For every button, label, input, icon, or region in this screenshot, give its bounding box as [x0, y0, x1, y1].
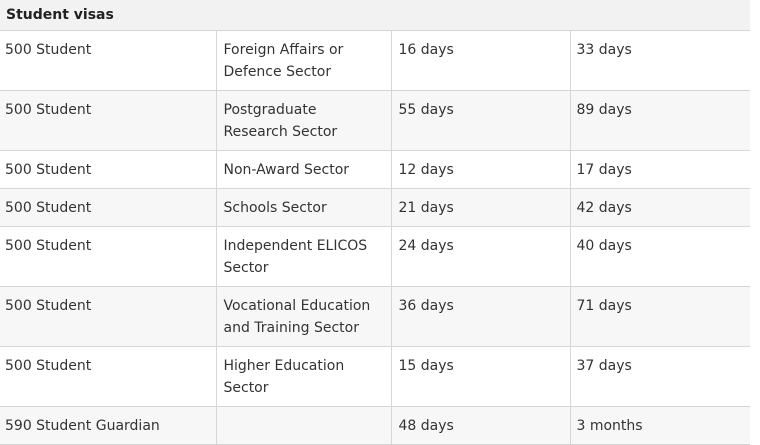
processing-time-90-cell: 37 days — [569, 346, 751, 407]
sector-cell: Vocational Education and Training Sector — [215, 286, 391, 347]
processing-time-75-cell: 48 days — [390, 406, 570, 445]
sector-cell: Independent ELICOS Sector — [215, 226, 391, 287]
table-row: 500 Student Vocational Education and Trai… — [0, 286, 751, 347]
table-row: 500 Student Schools Sector 21 days 42 days — [0, 188, 751, 227]
table-body: 500 Student Foreign Affairs or Defence Se… — [0, 30, 751, 445]
visa-cell: 500 Student — [0, 226, 216, 287]
processing-time-75-cell: 36 days — [390, 286, 570, 347]
processing-time-75-cell: 15 days — [390, 346, 570, 407]
sector-cell: Non-Award Sector — [215, 150, 391, 189]
processing-time-90-cell: 42 days — [569, 188, 751, 227]
table-header-row: Student visas — [0, 0, 751, 31]
sector-cell — [215, 406, 391, 445]
processing-time-75-cell: 24 days — [390, 226, 570, 287]
sector-cell: Higher Education Sector — [215, 346, 391, 407]
table-row: 500 Student Independent ELICOS Sector 24 d… — [0, 226, 751, 287]
sector-cell: Postgraduate Research Sector — [215, 90, 391, 151]
processing-time-90-cell: 40 days — [569, 226, 751, 287]
visa-cell: 590 Student Guardian — [0, 406, 216, 445]
processing-time-75-cell: 21 days — [390, 188, 570, 227]
processing-time-90-cell: 3 months — [569, 406, 751, 445]
processing-time-90-cell: 17 days — [569, 150, 751, 189]
table-row: 500 Student Foreign Affairs or Defence Se… — [0, 30, 751, 91]
table-row: 590 Student Guardian 48 days 3 months — [0, 406, 751, 445]
sector-cell: Foreign Affairs or Defence Sector — [215, 30, 391, 91]
processing-time-90-cell: 33 days — [569, 30, 751, 91]
processing-time-75-cell: 12 days — [390, 150, 570, 189]
visa-cell: 500 Student — [0, 90, 216, 151]
visa-cell: 500 Student — [0, 150, 216, 189]
visa-cell: 500 Student — [0, 286, 216, 347]
visa-cell: 500 Student — [0, 188, 216, 227]
processing-time-90-cell: 89 days — [569, 90, 751, 151]
visa-cell: 500 Student — [0, 30, 216, 91]
sector-cell: Schools Sector — [215, 188, 391, 227]
table-row: 500 Student Non-Award Sector 12 days 17 day… — [0, 150, 751, 189]
table-row: 500 Student Higher Education Sector 15 day… — [0, 346, 751, 407]
processing-time-75-cell: 55 days — [390, 90, 570, 151]
visa-cell: 500 Student — [0, 346, 216, 407]
section-heading: Student visas — [0, 0, 751, 31]
processing-time-90-cell: 71 days — [569, 286, 751, 347]
processing-time-75-cell: 16 days — [390, 30, 570, 91]
table-row: 500 Student Postgraduate Research Sector 5… — [0, 90, 751, 151]
